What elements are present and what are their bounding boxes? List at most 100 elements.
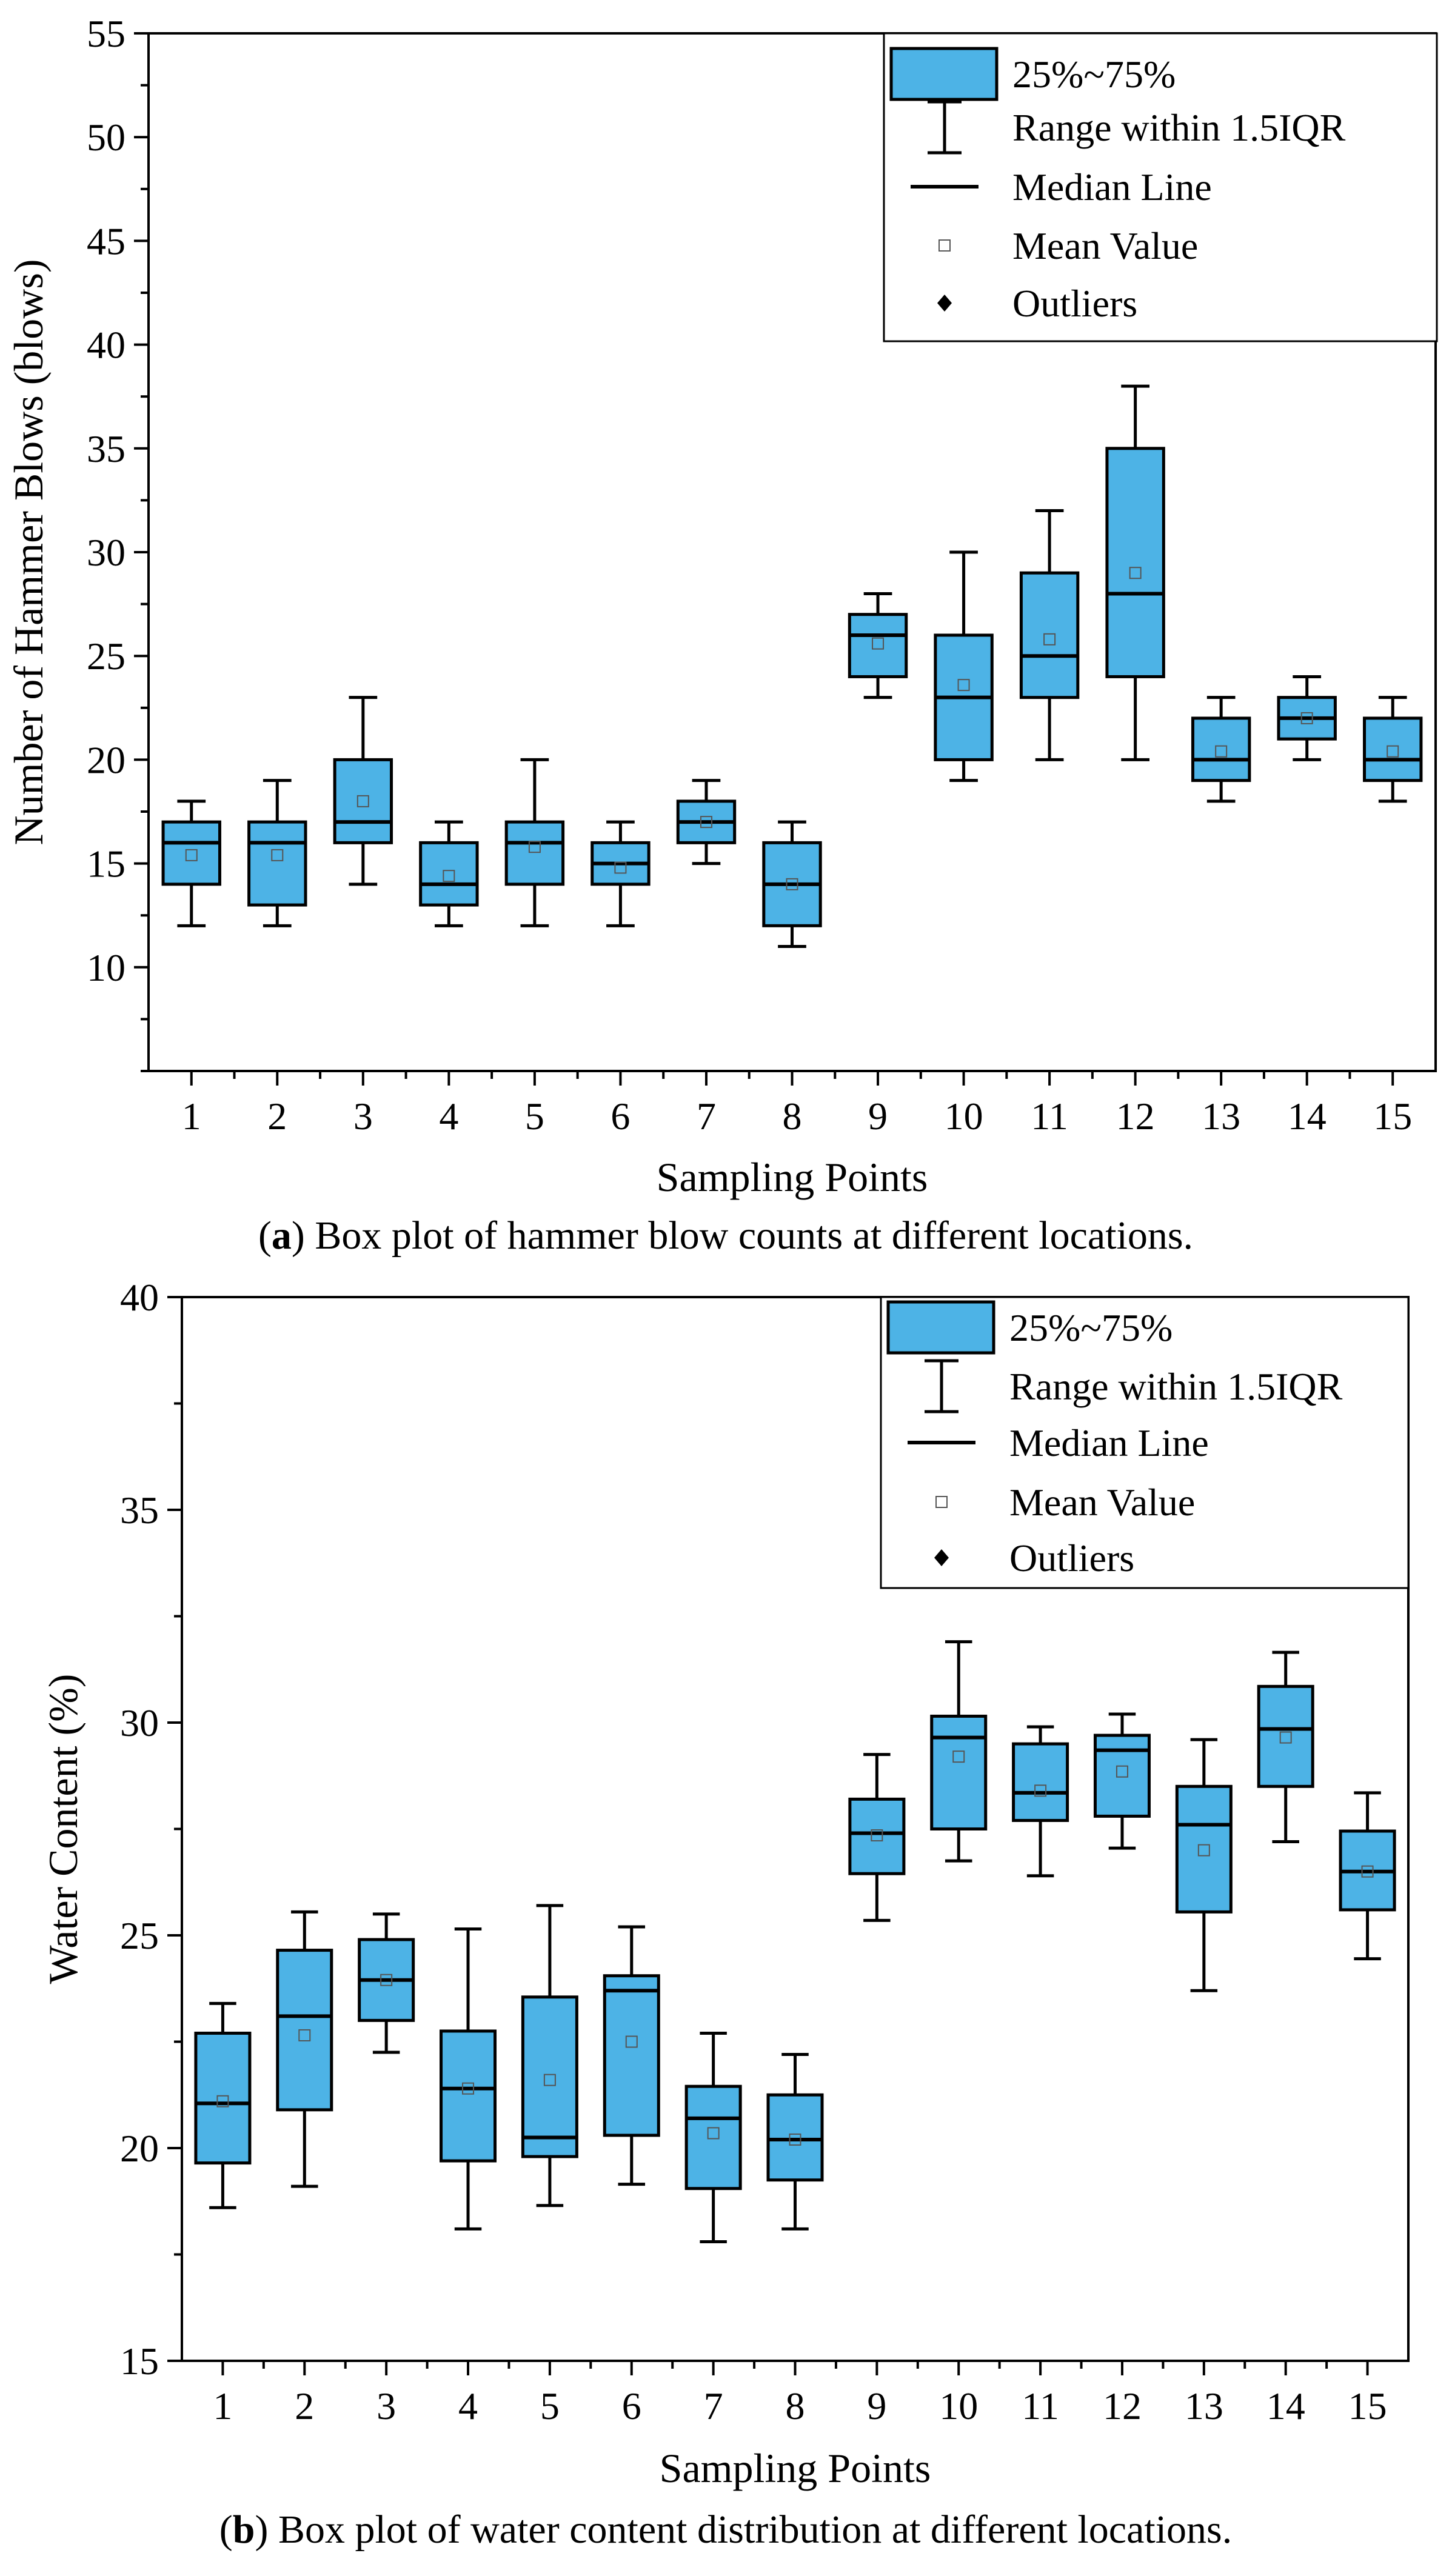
chart-a-box-1 xyxy=(161,799,221,927)
chart-b-x-tick-label: 3 xyxy=(376,2384,396,2428)
chart-b-caption-prefix: ( xyxy=(219,2508,233,2552)
iqr-box xyxy=(1175,1784,1233,1914)
iqr-box xyxy=(1257,1684,1314,1788)
chart-b-y-tick-label: 15 xyxy=(120,2340,159,2383)
mean-marker xyxy=(543,2074,556,2086)
chart-b-box-3 xyxy=(358,1912,415,2054)
chart-b-y-tick-label: 30 xyxy=(120,1701,159,1744)
iqr-box xyxy=(194,2031,252,2165)
iqr-box xyxy=(333,758,393,844)
chart-b-y-tick-label: 25 xyxy=(120,1914,159,1957)
chart-b-marks xyxy=(194,1640,1396,2243)
chart-b-x-tick-label: 6 xyxy=(622,2384,641,2428)
mean-marker xyxy=(443,870,455,883)
chart-a-y-tick-label: 55 xyxy=(87,12,125,55)
chart-b-box-9 xyxy=(848,1753,906,1922)
chart-a-x-tick-label: 1 xyxy=(182,1095,201,1138)
chart-a-x-tick-label: 5 xyxy=(525,1095,544,1138)
chart-b-y-axis: 15 20 25 30 35 40 xyxy=(120,1276,182,2383)
mean-marker xyxy=(1215,745,1228,758)
chart-b-x-tick-label: 15 xyxy=(1348,2384,1387,2428)
chart-b-x-tick-label: 8 xyxy=(786,2384,805,2428)
mean-marker xyxy=(625,2035,638,2048)
chart-b-x-tick-label: 4 xyxy=(458,2384,478,2428)
legend-label: 25%~75% xyxy=(1009,1306,1173,1349)
chart-b-x-tick-label: 5 xyxy=(540,2384,560,2428)
legend-label: Mean Value xyxy=(1009,1481,1195,1524)
mean-marker xyxy=(216,2095,229,2107)
mean-marker xyxy=(614,861,627,874)
legend-label: 25%~75% xyxy=(1012,53,1176,96)
chart-b-box-6 xyxy=(603,1925,660,2186)
mean-marker xyxy=(1043,633,1056,646)
chart-a-box-4 xyxy=(419,820,479,927)
chart-b-y-tick-label: 20 xyxy=(120,2127,159,2170)
iqr-box xyxy=(1363,716,1423,782)
chart-a-legend: 25%~75% Range within 1.5IQR Median Line Mea… xyxy=(883,32,1438,342)
chart-b-box-8 xyxy=(766,2053,824,2231)
chart-b-x-tick-label: 14 xyxy=(1266,2384,1305,2428)
chart-a-marks xyxy=(161,384,1423,949)
chart-a-x-tick-label: 6 xyxy=(611,1095,630,1138)
chart-a-x-tick-label: 4 xyxy=(439,1095,458,1138)
legend-outlier-swatch xyxy=(937,295,952,312)
iqr-box xyxy=(1191,716,1251,782)
mean-marker xyxy=(1129,567,1142,579)
chart-a-x-tick-label: 7 xyxy=(697,1095,716,1138)
chart-a-y-tick-label: 25 xyxy=(87,635,125,678)
chart-a-box-14 xyxy=(1277,675,1337,761)
iqr-box xyxy=(684,2084,742,2191)
chart-a-y-tick-label: 30 xyxy=(87,531,125,574)
chart-a-y-axis: 10 15 20 25 30 35 40 45 50 55 xyxy=(87,12,149,1072)
chart-b-x-axis-label: Sampling Points xyxy=(660,2445,931,2491)
mean-marker xyxy=(871,1829,883,1842)
legend-label: Median Line xyxy=(1012,165,1212,209)
chart-b-box-1 xyxy=(194,2001,252,2209)
chart-b-x-tick-label: 9 xyxy=(867,2384,886,2428)
iqr-box xyxy=(247,820,307,907)
legend-label: Median Line xyxy=(1009,1421,1209,1464)
chart-b-box-12 xyxy=(1093,1712,1151,1850)
iqr-box xyxy=(161,820,221,886)
chart-b-box-14 xyxy=(1257,1650,1314,1844)
iqr-box xyxy=(1012,1742,1069,1822)
legend-outlier-swatch xyxy=(934,1549,949,1566)
iqr-box xyxy=(521,1995,578,2158)
legend-box-swatch xyxy=(889,47,999,101)
chart-a-y-axis-label: Number of Hammer Blows (blows) xyxy=(5,259,52,846)
chart-a-box-7 xyxy=(676,779,737,866)
chart-b-y-tick-label: 40 xyxy=(120,1276,159,1319)
chart-a-box-8 xyxy=(762,820,822,949)
chart-a-x-axis-label: Sampling Points xyxy=(657,1154,928,1200)
chart-a-y-tick-label: 10 xyxy=(87,946,125,989)
chart-a-y-tick-label: 50 xyxy=(87,116,125,159)
chart-b-x-tick-label: 2 xyxy=(295,2384,314,2428)
chart-a-box-6 xyxy=(591,820,651,927)
chart-a-x-tick-label: 3 xyxy=(353,1095,373,1138)
chart-b-box-5 xyxy=(521,1904,578,2207)
chart-a-x-tick-label: 9 xyxy=(868,1095,888,1138)
mean-marker xyxy=(1300,712,1313,724)
legend-label: Mean Value xyxy=(1012,224,1198,267)
chart-a-y-tick-label: 15 xyxy=(87,843,125,886)
chart-b-box-15 xyxy=(1339,1791,1396,1961)
iqr-box xyxy=(440,2029,497,2163)
mean-marker xyxy=(271,849,284,861)
chart-a-x-tick-label: 8 xyxy=(783,1095,802,1138)
chart-a-caption-label: a xyxy=(272,1213,292,1258)
legend-label: Range within 1.5IQR xyxy=(1009,1365,1343,1408)
legend-label: Outliers xyxy=(1009,1537,1134,1580)
chart-a-box-5 xyxy=(504,758,565,927)
chart-b-y-tick-label: 35 xyxy=(120,1489,159,1532)
chart-a-x-tick-label: 11 xyxy=(1031,1095,1068,1138)
chart-b-caption-text: ) Box plot of water content distribution… xyxy=(255,2508,1232,2552)
iqr-box xyxy=(1019,571,1080,699)
chart-a-x-tick-label: 12 xyxy=(1116,1095,1155,1138)
chart-b-x-tick-label: 12 xyxy=(1103,2384,1142,2428)
mean-marker xyxy=(462,2082,475,2095)
iqr-box xyxy=(1093,1733,1151,1818)
chart-a-caption-prefix: ( xyxy=(258,1213,272,1258)
mean-marker xyxy=(1116,1765,1128,1778)
chart-a-caption-text: ) Box plot of hammer blow counts at diff… xyxy=(292,1213,1193,1258)
